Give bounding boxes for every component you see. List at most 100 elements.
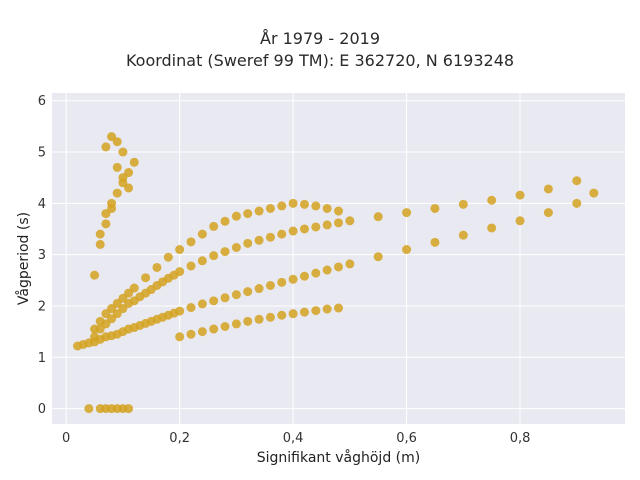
chart-subtitle: Koordinat (Sweref 99 TM): E 362720, N 61… bbox=[125, 51, 515, 70]
data-point bbox=[515, 216, 525, 226]
data-point bbox=[90, 332, 100, 342]
data-point bbox=[254, 314, 264, 324]
data-point bbox=[311, 268, 321, 278]
data-point bbox=[288, 309, 298, 319]
data-point bbox=[299, 199, 309, 209]
data-point bbox=[90, 270, 100, 280]
y-tick-label: 0 bbox=[38, 402, 46, 417]
data-point bbox=[84, 404, 94, 414]
data-point bbox=[543, 184, 553, 194]
data-point bbox=[487, 223, 497, 233]
x-axis-ticks: 0 0,2 0,4 0,6 0,8 bbox=[62, 431, 530, 446]
data-point bbox=[299, 307, 309, 317]
x-tick-label: 0,8 bbox=[510, 431, 531, 446]
data-point bbox=[402, 208, 412, 218]
data-point bbox=[402, 245, 412, 255]
x-tick-label: 0,2 bbox=[169, 431, 190, 446]
data-point bbox=[112, 162, 122, 172]
data-point bbox=[265, 232, 275, 242]
data-point bbox=[430, 203, 440, 213]
data-point bbox=[209, 296, 219, 306]
data-point bbox=[322, 220, 332, 230]
data-point bbox=[254, 284, 264, 294]
data-point bbox=[231, 211, 241, 221]
data-point bbox=[288, 274, 298, 284]
data-point bbox=[220, 321, 230, 331]
data-point bbox=[101, 209, 111, 219]
y-tick-label: 5 bbox=[38, 146, 46, 161]
data-point bbox=[254, 206, 264, 216]
data-point bbox=[243, 209, 253, 219]
x-tick-label: 0,6 bbox=[396, 431, 417, 446]
data-point bbox=[572, 198, 582, 208]
data-point bbox=[231, 290, 241, 300]
data-point bbox=[334, 303, 343, 313]
y-tick-label: 3 bbox=[38, 248, 46, 263]
data-point bbox=[186, 237, 196, 247]
y-axis-ticks: 0 1 2 3 4 5 6 bbox=[38, 94, 46, 417]
y-tick-label: 2 bbox=[38, 299, 46, 314]
data-point bbox=[243, 238, 253, 248]
data-point bbox=[373, 252, 383, 262]
data-point bbox=[572, 176, 582, 186]
data-point bbox=[231, 242, 241, 252]
data-point bbox=[334, 262, 343, 272]
data-point bbox=[277, 277, 287, 287]
data-point bbox=[322, 203, 332, 213]
data-point bbox=[277, 310, 287, 320]
y-tick-label: 1 bbox=[38, 351, 46, 366]
data-point bbox=[220, 247, 230, 257]
x-tick-label: 0 bbox=[62, 431, 70, 446]
chart-title-block: År 1979 - 2019 Koordinat (Sweref 99 TM):… bbox=[0, 28, 640, 72]
data-points bbox=[73, 132, 599, 414]
x-tick-label: 0,4 bbox=[283, 431, 304, 446]
data-point bbox=[487, 195, 497, 205]
data-point bbox=[197, 256, 207, 266]
data-point bbox=[589, 188, 599, 198]
data-point bbox=[186, 329, 196, 339]
data-point bbox=[124, 183, 134, 193]
data-point bbox=[288, 226, 298, 236]
data-point bbox=[163, 252, 173, 262]
data-point bbox=[107, 132, 117, 142]
data-point bbox=[288, 198, 298, 208]
data-point bbox=[124, 404, 134, 414]
data-point bbox=[118, 147, 128, 157]
data-point bbox=[186, 261, 196, 271]
data-point bbox=[254, 235, 264, 245]
data-point bbox=[129, 283, 139, 293]
data-point bbox=[141, 273, 151, 283]
data-point bbox=[458, 199, 468, 209]
data-point bbox=[243, 316, 253, 326]
data-point bbox=[334, 218, 343, 228]
data-point bbox=[186, 303, 196, 313]
plot-area bbox=[52, 93, 625, 424]
data-point bbox=[311, 201, 321, 211]
data-point bbox=[311, 306, 321, 316]
data-point bbox=[107, 198, 117, 208]
data-point bbox=[265, 280, 275, 290]
chart-title: År 1979 - 2019 bbox=[260, 29, 380, 48]
data-point bbox=[152, 262, 162, 272]
y-tick-label: 4 bbox=[38, 197, 46, 212]
data-point bbox=[373, 212, 383, 222]
y-tick-label: 6 bbox=[38, 94, 46, 109]
data-point bbox=[101, 219, 111, 229]
data-point bbox=[101, 142, 111, 152]
data-point bbox=[322, 304, 332, 314]
data-point bbox=[112, 188, 122, 198]
data-point bbox=[231, 319, 241, 329]
data-point bbox=[220, 216, 230, 226]
data-point bbox=[334, 206, 343, 216]
x-axis-label: Signifikant våghöjd (m) bbox=[257, 449, 420, 466]
data-point bbox=[265, 312, 275, 322]
data-point bbox=[118, 173, 128, 183]
data-point bbox=[311, 222, 321, 232]
data-point bbox=[129, 157, 139, 167]
data-point bbox=[243, 287, 253, 297]
data-point bbox=[209, 221, 219, 231]
data-point bbox=[175, 332, 185, 342]
data-point bbox=[277, 201, 287, 211]
data-point bbox=[197, 299, 207, 309]
data-point bbox=[209, 251, 219, 261]
